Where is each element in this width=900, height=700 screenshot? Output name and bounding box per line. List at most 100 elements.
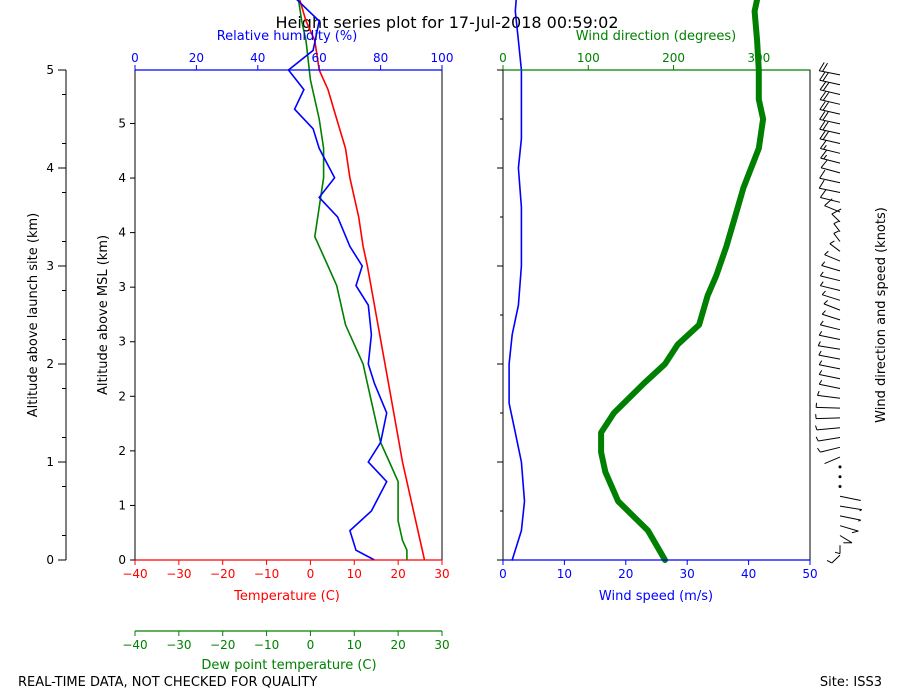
wind-barb — [819, 281, 841, 291]
wind-barb-feather — [829, 240, 835, 245]
wind-barb-feather — [822, 101, 829, 111]
wind-barb-staff — [833, 223, 841, 233]
wind-barb — [819, 140, 841, 154]
humidity-tick-label: 100 — [431, 51, 454, 65]
wind-barb — [839, 495, 861, 501]
wind-barb — [818, 62, 841, 76]
wind-barb — [819, 120, 841, 135]
wind-barb-staff — [819, 109, 841, 115]
wind-barb — [838, 465, 842, 469]
wind-axis-ticks: 0 10 20 30 40 50 0 100 200 300 — [497, 51, 818, 581]
wind-barb-feather — [831, 208, 842, 215]
wind-barb-staff — [839, 525, 859, 532]
launch-altitude-tick-label: 1 — [46, 455, 54, 469]
wind-barb-feather — [819, 81, 827, 91]
wind-barb-staff — [816, 427, 841, 431]
wind-barb-feather — [819, 120, 826, 130]
wind-barb-staff — [819, 128, 841, 135]
wind-barb-staff — [820, 147, 841, 154]
wind-barb-feather — [819, 169, 826, 179]
wind-panel: 0 10 20 30 40 50 0 100 200 300 Wind speed (m/s) W… — [497, 0, 889, 604]
wind-barb-staff — [819, 334, 841, 340]
figure-title: Height series plot for 17-Jul-2018 00:59… — [275, 13, 618, 32]
wind-barb-feather — [815, 425, 818, 431]
wind-plot-frame — [502, 69, 811, 561]
msl-altitude-tick-label: 0 — [118, 553, 126, 567]
wind-barb-feather — [819, 189, 827, 198]
wind-barbs-group — [815, 62, 863, 564]
wind-speed-tick-label: 50 — [802, 567, 817, 581]
launch-altitude-tick-label: 0 — [46, 553, 54, 567]
wind-barb-staff — [831, 213, 841, 223]
wind-barb-feather — [823, 299, 828, 305]
temperature-axis-label: Temperature (C) — [233, 589, 340, 604]
wind-direction-series-line — [598, 0, 767, 563]
wind-barb-feather — [819, 71, 826, 81]
msl-altitude-tick-label: 2 — [118, 389, 126, 403]
launch-altitude-tick-label: 2 — [46, 357, 54, 371]
wind-barb — [819, 71, 841, 86]
wind-barb-staff — [819, 187, 841, 193]
wind-barb — [819, 189, 841, 203]
wind-barb-feather — [834, 551, 841, 555]
wind-barb — [818, 360, 841, 370]
wind-direction-tick-label: 0 — [499, 51, 507, 65]
wind-barb — [819, 81, 841, 95]
wind-barbs-label: Wind direction and speed (knots) — [874, 207, 889, 423]
wind-speed-axis-label: Wind speed (m/s) — [599, 589, 713, 604]
wind-barb-staff — [820, 285, 841, 291]
wind-barb-staff — [816, 417, 841, 420]
wind-barb-staff — [824, 456, 841, 464]
temperature-tick-label: 10 — [347, 567, 362, 581]
wind-barb — [815, 402, 841, 409]
wind-barb — [820, 150, 841, 164]
temperature-tick-label: 0 — [307, 567, 315, 581]
wind-barb-staff — [823, 303, 841, 311]
wind-barb — [819, 130, 841, 144]
wind-barb-calm-dot — [838, 485, 842, 488]
wind-barb-staff — [819, 177, 841, 184]
wind-barb-staff — [819, 118, 841, 125]
temperature-tick-label: −10 — [254, 567, 279, 581]
wind-barb-staff — [817, 394, 841, 399]
wind-barb-feather — [819, 271, 824, 277]
wind-barb — [839, 515, 861, 522]
wind-barb-feather — [819, 281, 824, 286]
thermo-plot-frame — [134, 69, 443, 561]
temperature-tick-label: −20 — [210, 567, 235, 581]
msl-altitude-axis-label: Altitude above MSL (km) — [96, 235, 111, 395]
wind-barb — [817, 341, 841, 350]
wind-barb — [823, 299, 841, 311]
wind-barb-feather — [824, 250, 829, 256]
wind-barb — [816, 390, 841, 399]
wind-barb — [818, 379, 841, 389]
wind-barb-feather — [859, 509, 863, 512]
wind-barb — [839, 525, 859, 534]
wind-barb-feather — [817, 341, 821, 346]
wind-series-group — [508, 0, 767, 563]
wind-barb-staff — [816, 406, 841, 409]
wind-barb-staff — [839, 515, 861, 521]
wind-barb — [838, 485, 842, 488]
wind-barb-calm-dot — [838, 475, 842, 479]
thermo-panel: −40 −30 −20 −10 0 10 20 30−40 −30 −20 −10 0 10 20 300 2… — [26, 0, 453, 673]
wind-speed-tick-label: 30 — [680, 567, 695, 581]
wind-barb-feather — [822, 82, 830, 91]
dewpoint-tick-label: −40 — [122, 638, 147, 652]
wind-speed-tick-label: 10 — [557, 567, 572, 581]
wind-barb-feather — [833, 220, 839, 225]
wind-barb — [818, 370, 841, 380]
wind-barb — [821, 290, 841, 301]
dewpoint-tick-label: −20 — [210, 638, 235, 652]
temperature-tick-label: 20 — [391, 567, 406, 581]
dewpoint-series-line — [297, 0, 408, 560]
dewpoint-tick-label: 0 — [307, 638, 315, 652]
wind-direction-tick-label: 300 — [747, 51, 770, 65]
wind-speed-series-line — [508, 0, 526, 561]
msl-altitude-tick-label: 4 — [118, 226, 126, 240]
dewpoint-tick-label: 10 — [347, 638, 362, 652]
thermo-series-group — [287, 0, 426, 561]
wind-barb-feather — [819, 101, 826, 110]
wind-barb-feather — [818, 330, 823, 336]
